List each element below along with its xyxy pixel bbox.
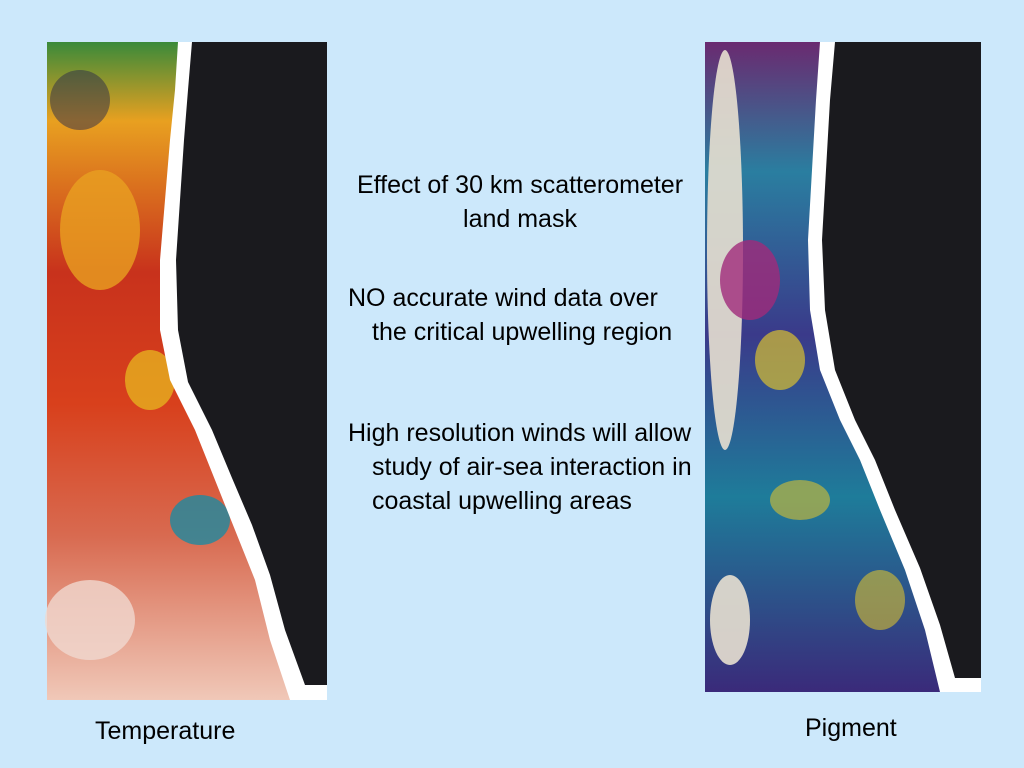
slide-title: Effect of 30 km scatterometer land mask bbox=[356, 171, 684, 233]
bullet: NO accurate wind data over the critical … bbox=[348, 284, 673, 346]
image-caption: Temperature bbox=[95, 717, 236, 745]
bullet: High resolution winds will allow study o… bbox=[348, 419, 692, 515]
image-caption: Pigment bbox=[805, 714, 897, 742]
temperature-image bbox=[45, 42, 327, 700]
pigment-image bbox=[705, 42, 981, 692]
